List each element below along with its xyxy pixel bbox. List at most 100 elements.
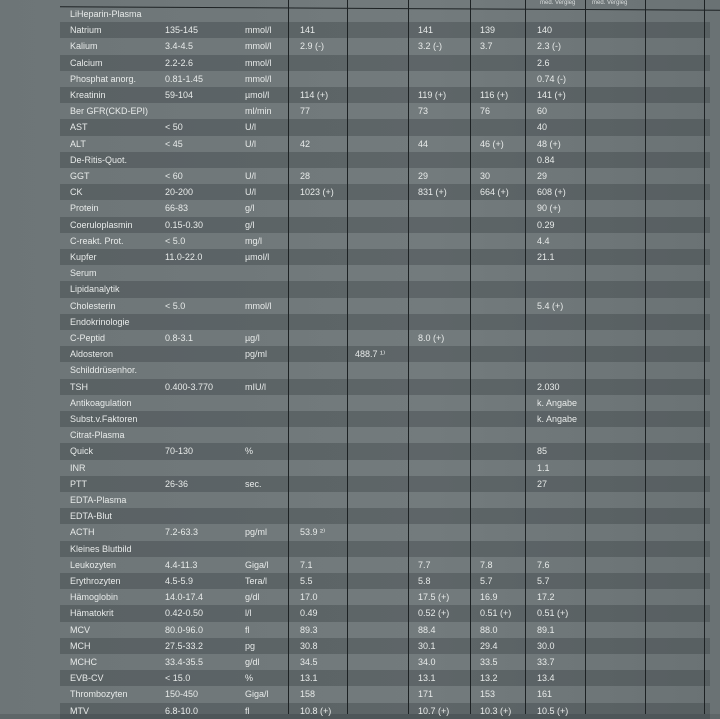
unit: U/l (245, 171, 256, 181)
unit: Giga/l (245, 689, 269, 700)
value: 141 (+) (537, 90, 566, 100)
value: 2.030 (537, 381, 560, 392)
test-name: EDTA-Blut (70, 511, 112, 522)
value: 139 (480, 25, 496, 36)
unit: g/dl (245, 592, 260, 603)
table-row: MCV 80.0-96.0 fl 89.3 88.4 88.0 89.1 (60, 622, 710, 638)
value: 2.9 (-) (300, 41, 325, 52)
reference-range: 70-130 (165, 446, 194, 457)
value: 88.4 (418, 624, 436, 635)
value: 0.84 (537, 154, 555, 165)
reference-range: 3.4-4.5 (165, 41, 194, 52)
value: 34.5 (300, 657, 318, 667)
value: 3.7 (480, 41, 493, 52)
test-name: Ber GFR(CKD-EPI) (70, 106, 149, 117)
value: 1023 (+) (300, 187, 334, 198)
value: 0.29 (537, 219, 555, 230)
value: 13.1 (300, 673, 318, 684)
table-row: Coeruloplasmin 0.15-0.30 g/l 0.29 (60, 216, 710, 233)
value: 30 (480, 171, 491, 181)
unit: % (245, 673, 254, 684)
table-row: Cholesterin < 5.0 mmol/l 5.4 (+) (60, 298, 710, 314)
column-divider (585, 0, 586, 714)
table-row: Ber GFR(CKD-EPI) ml/min 77 73 76 60 (60, 103, 710, 119)
table-row: Phosphat anorg. 0.81-1.45 mmol/l 0.74 (-) (60, 71, 710, 87)
test-name: ALT (70, 138, 86, 149)
reference-range: 66-83 (165, 203, 189, 214)
table-row: LiHeparin-Plasma (60, 6, 710, 22)
reference-range: < 60 (165, 171, 183, 181)
value: 7.8 (480, 559, 493, 570)
unit: mmol/l (245, 300, 272, 311)
test-name: Leukozyten (70, 559, 117, 570)
value: 3.2 (-) (418, 41, 443, 52)
reference-range: 0.15-0.30 (165, 219, 204, 230)
value: 141 (418, 25, 434, 36)
test-name: MTV (70, 705, 89, 716)
unit: U/l (245, 138, 256, 149)
value: 1.1 (537, 462, 550, 473)
value: 140 (537, 25, 553, 36)
table-row: C-Peptid 0.8-3.1 µg/l 8.0 (+) (60, 330, 710, 346)
test-name: Phosphat anorg. (70, 73, 137, 84)
table-row: GGT < 60 U/l 28 29 30 29 (60, 168, 710, 184)
column-divider (704, 0, 705, 714)
table-row: MCH 27.5-33.2 pg 30.8 30.1 29.4 30.0 (60, 637, 710, 654)
value: 85 (537, 446, 548, 457)
reference-range: 33.4-35.5 (165, 657, 204, 667)
table-row: Endokrinologie (60, 313, 710, 330)
value: 0.52 (+) (418, 608, 450, 619)
table-row: Erythrozyten 4.5-5.9 Tera/l 5.5 5.8 5.7 5.7 (60, 573, 710, 590)
reference-range: 59-104 (165, 90, 194, 100)
test-name: Serum (70, 268, 97, 279)
column-divider (470, 0, 471, 714)
table-row: Thrombozyten 150-450 Giga/l 158 171 153 161 (60, 686, 710, 702)
value: 28 (300, 171, 311, 181)
unit: fl (245, 624, 250, 635)
reference-range: < 5.0 (165, 300, 186, 311)
value: 5.5 (300, 576, 313, 586)
unit: mmol/l (245, 73, 272, 84)
table-row: ACTH 7.2-63.3 pg/ml 53.9 ²⁾ (60, 524, 710, 540)
table-row: Protein 66-83 g/l 90 (+) (60, 200, 710, 216)
test-name: C-reakt. Prot. (70, 235, 124, 246)
reference-range: 135-145 (165, 25, 199, 36)
test-name: Kalium (70, 41, 98, 52)
reference-range: 7.2-63.3 (165, 527, 199, 538)
reference-range: < 15.0 (165, 673, 191, 684)
value: 13.2 (480, 673, 498, 684)
value: 608 (+) (537, 187, 566, 198)
value: 7.6 (537, 559, 550, 570)
value: 44 (418, 138, 429, 149)
value: 158 (300, 689, 316, 700)
unit: pg (245, 640, 256, 651)
reference-range: < 45 (165, 138, 183, 149)
value: 8.0 (+) (418, 333, 445, 343)
value: 10.8 (+) (300, 705, 332, 716)
column-divider (645, 0, 646, 714)
table-row: Citrat-Plasma (60, 427, 710, 443)
value: 114 (+) (300, 90, 329, 100)
value: 0.51 (+) (480, 608, 512, 619)
reference-range: 2.2-2.6 (165, 57, 194, 68)
value: 30.1 (418, 640, 436, 651)
column-divider (288, 0, 289, 714)
test-name: Quick (70, 446, 94, 457)
unit: % (245, 446, 254, 457)
value: 161 (537, 689, 553, 700)
value: 7.1 (300, 559, 313, 570)
test-name: MCV (70, 624, 90, 635)
value: 0.51 (+) (537, 608, 569, 619)
column-divider (347, 0, 348, 714)
value: 48 (+) (537, 138, 561, 149)
test-name: Kleines Blutbild (70, 543, 132, 554)
table-row: Kupfer 11.0-22.0 µmol/l 21.1 (60, 249, 710, 266)
table-row: C-reakt. Prot. < 5.0 mg/l 4.4 (60, 233, 710, 249)
value: k. Angabe (537, 414, 578, 424)
test-name: Citrat-Plasma (70, 430, 125, 441)
value: 16.9 (480, 592, 498, 603)
table-row: ALT < 45 U/l 42 44 46 (+) 48 (+) (60, 136, 710, 152)
reference-range: 4.4-11.3 (165, 559, 198, 570)
unit: g/l (245, 203, 255, 214)
